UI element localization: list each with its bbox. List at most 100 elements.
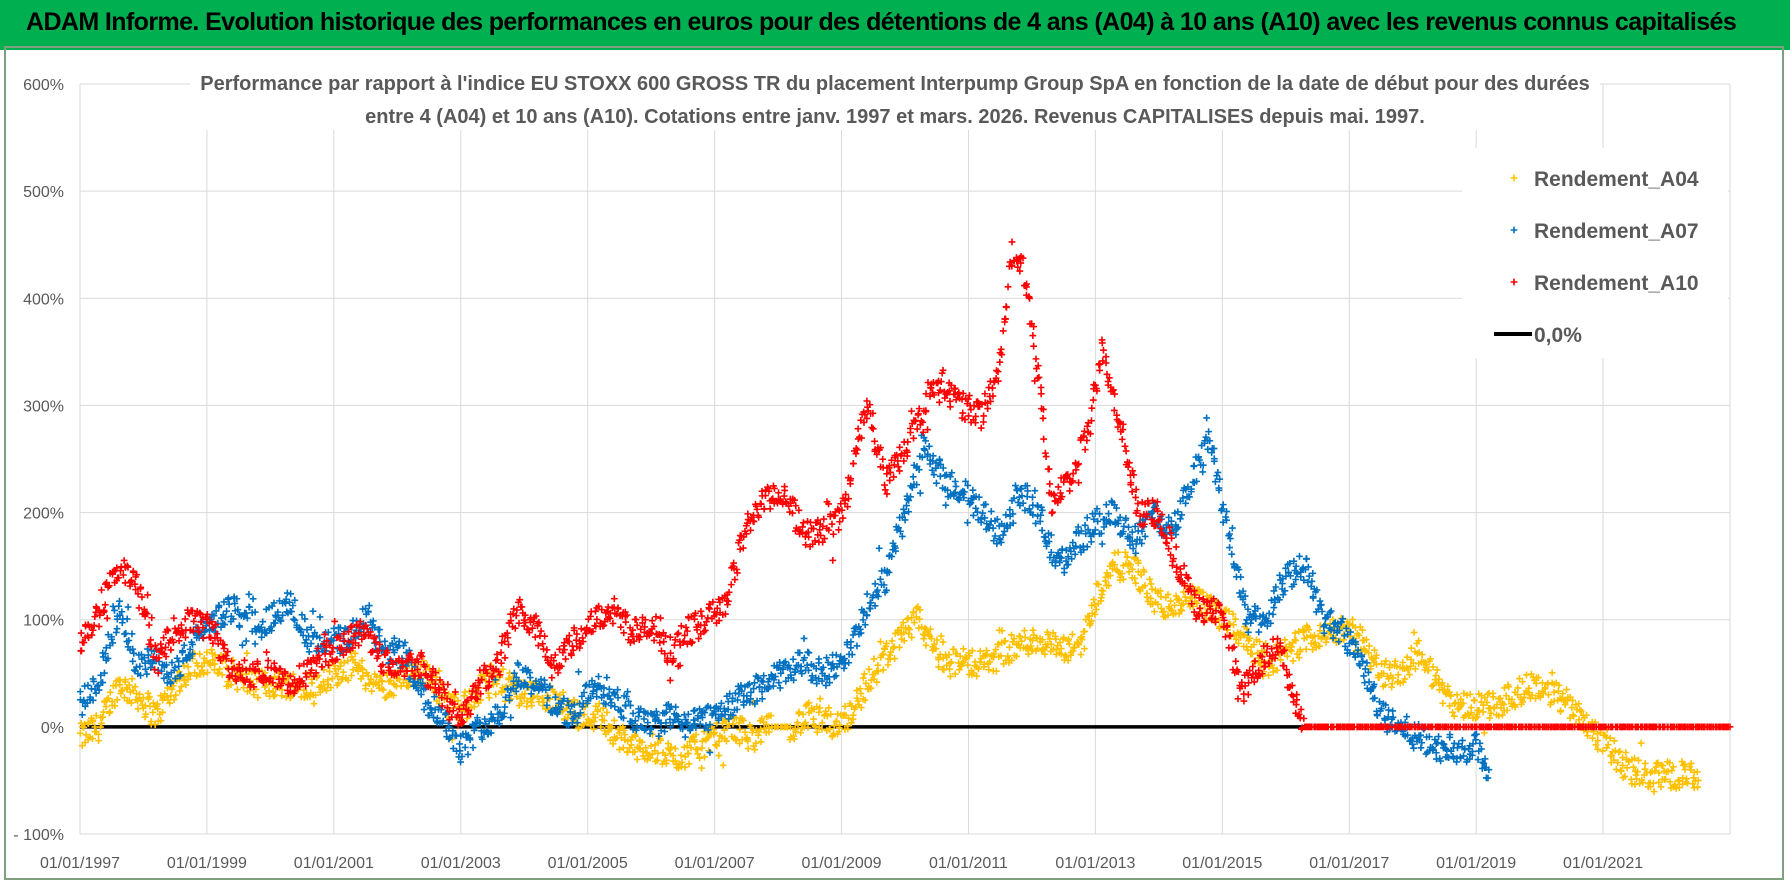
data-point	[1167, 597, 1174, 605]
data-point	[146, 693, 153, 701]
data-point	[610, 595, 618, 603]
y-axis-ticks: - 100%0%100%200%300%400%500%600%	[13, 77, 64, 844]
data-point	[1323, 635, 1331, 643]
data-point	[1038, 636, 1046, 644]
data-point	[1389, 674, 1397, 682]
data-point	[1277, 656, 1284, 664]
data-point	[816, 695, 824, 703]
data-point	[127, 699, 135, 707]
data-point	[326, 668, 334, 675]
data-point	[715, 752, 723, 759]
data-point	[594, 708, 602, 715]
data-point	[278, 692, 286, 700]
data-point	[331, 618, 339, 625]
data-point	[1432, 672, 1440, 679]
data-point	[1363, 659, 1371, 667]
data-point	[741, 728, 749, 736]
data-point	[871, 580, 879, 588]
data-point	[1225, 607, 1233, 615]
data-point	[1403, 713, 1411, 721]
data-point	[835, 526, 843, 534]
data-point	[657, 614, 664, 622]
data-point	[1604, 741, 1612, 749]
data-point	[1459, 737, 1466, 744]
data-point	[227, 681, 235, 689]
data-point	[1008, 631, 1015, 639]
data-point	[80, 639, 88, 647]
data-point	[1243, 625, 1251, 633]
data-point	[1105, 510, 1112, 518]
data-point	[358, 657, 366, 664]
data-point	[1096, 366, 1104, 374]
data-point	[1029, 332, 1037, 339]
data-point	[1004, 652, 1012, 660]
data-point	[1045, 465, 1053, 473]
data-point	[118, 687, 125, 695]
data-point	[1447, 692, 1455, 700]
data-point	[364, 672, 372, 680]
data-point	[1694, 783, 1702, 791]
data-point	[1147, 595, 1155, 602]
data-point	[1360, 672, 1368, 680]
data-point	[611, 703, 619, 711]
data-point	[312, 691, 319, 699]
data-point	[882, 642, 890, 650]
data-point	[136, 690, 143, 698]
x-tick-label: 01/01/2007	[675, 855, 755, 872]
data-point	[942, 501, 950, 509]
data-point	[1415, 637, 1423, 645]
data-point	[766, 505, 774, 513]
data-point	[591, 714, 599, 722]
data-point	[101, 601, 109, 609]
data-point	[1024, 643, 1031, 651]
data-point	[143, 670, 151, 678]
data-point	[531, 633, 539, 641]
data-point	[936, 472, 944, 480]
data-point	[975, 665, 982, 673]
data-point	[805, 649, 813, 657]
data-point	[875, 544, 883, 552]
data-point	[876, 575, 884, 583]
data-point	[593, 615, 601, 623]
data-point	[1090, 596, 1098, 603]
data-point	[1058, 545, 1066, 553]
data-point	[1048, 509, 1056, 517]
data-point	[1143, 590, 1151, 598]
data-point	[845, 714, 852, 722]
data-point	[590, 718, 598, 725]
data-point	[336, 662, 344, 670]
data-point	[1154, 600, 1162, 608]
data-point	[380, 686, 387, 694]
data-point	[797, 729, 805, 737]
data-point	[1118, 435, 1126, 443]
data-point	[157, 717, 165, 725]
data-point	[1106, 572, 1114, 579]
data-point	[1122, 447, 1130, 455]
data-point	[818, 719, 826, 727]
data-point	[1176, 515, 1184, 523]
data-point	[334, 673, 342, 681]
data-point	[968, 647, 976, 655]
data-point	[113, 696, 121, 704]
data-point	[933, 479, 940, 487]
data-point	[744, 737, 752, 745]
data-point	[698, 744, 706, 752]
data-point	[732, 737, 740, 745]
data-point	[1296, 646, 1304, 653]
data-point	[245, 590, 253, 598]
data-point	[1548, 669, 1556, 677]
data-point	[316, 688, 324, 696]
data-point	[1406, 671, 1413, 678]
data-point	[950, 645, 958, 653]
data-point	[833, 717, 841, 725]
data-point	[672, 703, 680, 711]
data-point	[84, 720, 92, 727]
data-point	[590, 725, 598, 733]
data-point	[910, 609, 917, 617]
data-point	[445, 690, 453, 698]
data-point	[575, 668, 582, 676]
data-point	[89, 626, 97, 634]
data-point	[1140, 568, 1148, 576]
data-point	[1486, 714, 1494, 722]
data-point	[1292, 637, 1300, 644]
